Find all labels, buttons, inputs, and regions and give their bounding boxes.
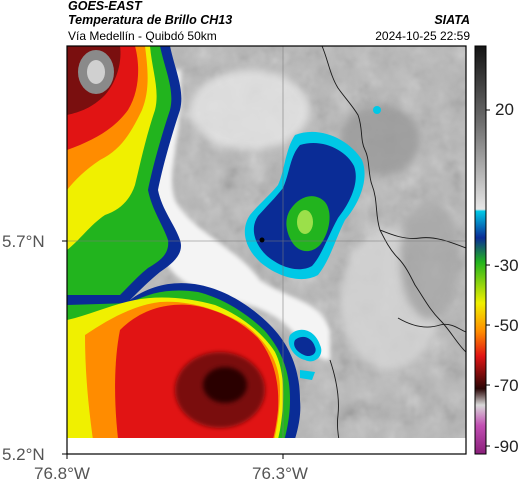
colorbar-gradient — [474, 45, 487, 455]
organization-label: SIATA — [434, 13, 470, 27]
map-gridlines — [67, 46, 466, 454]
map-bottom-strip — [67, 438, 466, 454]
axis-ticks — [62, 240, 284, 459]
colorbar-label-minus70: -70 — [494, 376, 519, 395]
map-frame — [66, 45, 467, 455]
west-cloud-top-white — [87, 60, 105, 84]
small-cell-3 — [300, 370, 315, 380]
south-cloud-core — [203, 367, 247, 403]
lat-label-5.7: 5.7°N — [2, 232, 45, 251]
small-cell-2 — [373, 106, 381, 114]
colorbar-label-20: 20 — [495, 100, 514, 119]
city-marker — [259, 237, 265, 243]
route-label: Vía Medellín - Quibdó 50km — [68, 29, 217, 43]
central-cell-core — [297, 210, 313, 234]
colorbar-label-minus90: -90 — [494, 437, 519, 456]
satellite-title: GOES-EAST — [68, 0, 142, 13]
product-title: Temperatura de Brillo CH13 — [68, 13, 233, 27]
lon-label-76.3: 76.3°W — [252, 464, 308, 483]
colorbar-ticks — [486, 109, 490, 447]
colorbar-label-minus30: -30 — [494, 256, 519, 275]
lat-label-5.2: 5.2°N — [2, 445, 45, 464]
timestamp-label: 2024-10-25 22:59 — [375, 29, 470, 43]
colorbar-label-minus50: -50 — [494, 316, 519, 335]
lon-label-76.8: 76.8°W — [34, 464, 90, 483]
small-cell-1-core — [294, 336, 316, 357]
